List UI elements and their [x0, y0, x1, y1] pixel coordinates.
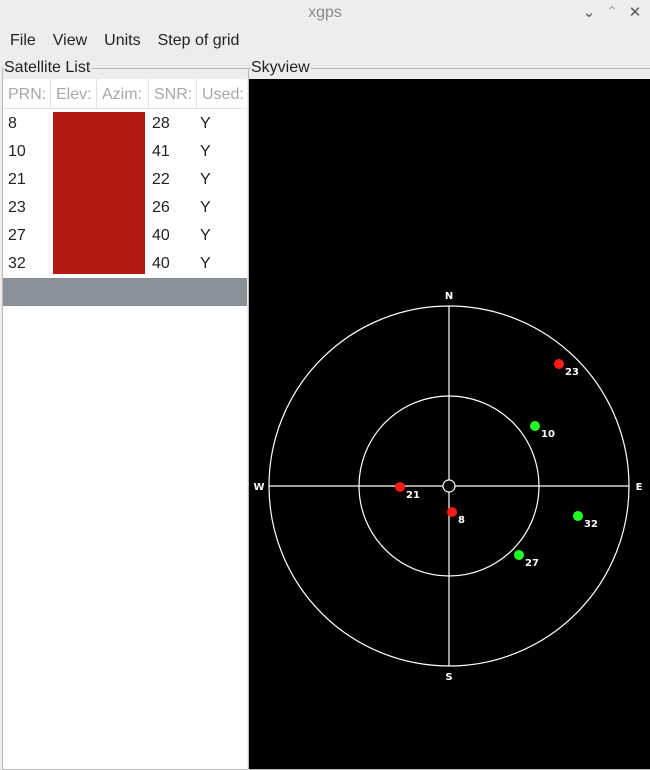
- window-title: xgps: [308, 4, 342, 21]
- menu-view[interactable]: View: [52, 32, 88, 49]
- column-elev[interactable]: Elev:: [51, 79, 97, 109]
- table-row[interactable]: 23 26 Y: [3, 194, 247, 222]
- cell-prn: 10: [8, 143, 26, 160]
- satellite-list-label: Satellite List: [4, 59, 92, 77]
- table-row[interactable]: 32 40 Y: [3, 250, 247, 278]
- column-azim[interactable]: Azim:: [97, 79, 149, 109]
- table-row[interactable]: 21 22 Y: [3, 166, 247, 194]
- satellite-label: 21: [406, 490, 420, 501]
- cell-prn: 32: [8, 255, 26, 272]
- cell-used: Y: [200, 171, 211, 188]
- cell-prn: 27: [8, 227, 26, 244]
- satellite-marker: [530, 421, 540, 431]
- column-used[interactable]: Used:: [197, 79, 247, 109]
- skyview-label: Skyview: [251, 59, 311, 77]
- cell-used: Y: [200, 115, 211, 132]
- redacted-elev-azim: [53, 112, 145, 274]
- satellite-label: 10: [541, 429, 555, 440]
- title-bar: xgps ⌄ ⌃ ✕: [0, 0, 650, 27]
- satellite-marker: [554, 359, 564, 369]
- satellite-label: 8: [458, 515, 465, 526]
- cell-prn: 23: [8, 199, 26, 216]
- menu-units[interactable]: Units: [104, 32, 141, 49]
- menu-bar: File View Units Step of grid: [0, 30, 246, 54]
- menu-step-of-grid[interactable]: Step of grid: [157, 32, 240, 49]
- cell-snr: 26: [152, 199, 170, 216]
- selected-empty-row[interactable]: [3, 278, 247, 306]
- cell-snr: 41: [152, 143, 170, 160]
- table-row[interactable]: 27 40 Y: [3, 222, 247, 250]
- cell-used: Y: [200, 255, 211, 272]
- minimize-icon[interactable]: ⌄: [582, 4, 596, 21]
- close-icon[interactable]: ✕: [628, 4, 642, 21]
- compass-east: E: [636, 482, 643, 493]
- cell-snr: 40: [152, 255, 170, 272]
- satellite-marker: [573, 511, 583, 521]
- satellite-marker: [395, 482, 405, 492]
- cell-snr: 28: [152, 115, 170, 132]
- cell-used: Y: [200, 227, 211, 244]
- satellite-label: 23: [565, 367, 579, 378]
- table-row[interactable]: 10 41 Y: [3, 138, 247, 166]
- cell-used: Y: [200, 143, 211, 160]
- compass-west: W: [253, 482, 264, 493]
- satellite-label: 32: [584, 519, 598, 530]
- cell-prn: 8: [8, 115, 17, 132]
- satellite-marker: [447, 507, 457, 517]
- column-prn[interactable]: PRN:: [3, 79, 51, 109]
- cell-used: Y: [200, 199, 211, 216]
- column-snr[interactable]: SNR:: [149, 79, 197, 109]
- compass-south: S: [445, 672, 452, 683]
- table-row[interactable]: 8 28 Y: [3, 110, 247, 138]
- satellite-marker: [514, 550, 524, 560]
- zenith-marker: [442, 479, 456, 493]
- cell-snr: 40: [152, 227, 170, 244]
- compass-north: N: [445, 291, 453, 302]
- menu-file[interactable]: File: [10, 32, 36, 49]
- satellite-table: PRN: Elev: Azim: SNR: Used: 8 28 Y 10 41 …: [3, 79, 247, 769]
- satellite-label: 27: [525, 558, 539, 569]
- cell-prn: 21: [8, 171, 26, 188]
- cell-snr: 22: [152, 171, 170, 188]
- maximize-icon[interactable]: ⌃: [605, 4, 619, 21]
- skyview-plot: N S E W 23 10 21 8 32 27: [249, 79, 650, 769]
